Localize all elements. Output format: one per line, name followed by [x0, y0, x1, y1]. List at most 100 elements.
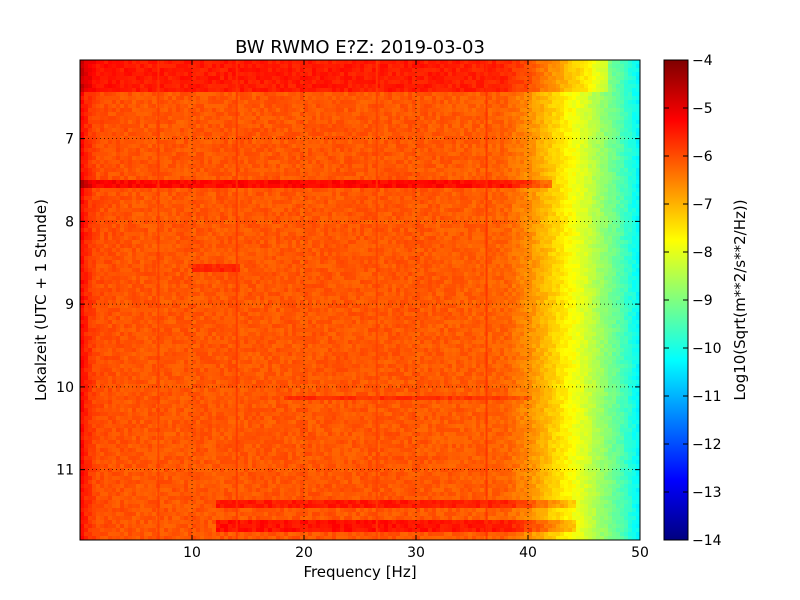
heatmap-cell: [236, 152, 241, 157]
heatmap-cell: [632, 80, 637, 85]
heatmap-cell: [124, 176, 129, 181]
heatmap-cell: [508, 152, 513, 157]
heatmap-cell: [576, 140, 581, 145]
heatmap-cell: [200, 196, 205, 201]
heatmap-cell: [276, 132, 281, 137]
heatmap-cell: [232, 96, 237, 101]
heatmap-cell: [124, 132, 129, 137]
heatmap-cell: [344, 132, 349, 137]
heatmap-cell: [120, 132, 125, 137]
heatmap-cell: [132, 116, 137, 121]
heatmap-cell: [364, 180, 369, 185]
heatmap-cell: [168, 84, 173, 89]
heatmap-cell: [244, 84, 249, 89]
heatmap-cell: [584, 136, 589, 141]
heatmap-cell: [144, 112, 149, 117]
heatmap-cell: [512, 80, 517, 85]
heatmap-cell: [564, 96, 569, 101]
heatmap-cell: [140, 188, 145, 193]
heatmap-cell: [336, 124, 341, 129]
heatmap-cell: [596, 196, 601, 201]
heatmap-cell: [240, 128, 245, 133]
heatmap-cell: [312, 124, 317, 129]
heatmap-cell: [448, 136, 453, 141]
heatmap-cell: [372, 100, 377, 105]
heatmap-cell: [512, 100, 517, 105]
heatmap-cell: [524, 160, 529, 165]
heatmap-cell: [180, 136, 185, 141]
heatmap-cell: [628, 120, 633, 125]
heatmap-cell: [504, 88, 509, 93]
heatmap-cell: [576, 180, 581, 185]
heatmap-cell: [288, 200, 293, 205]
heatmap-cell: [572, 184, 577, 189]
heatmap-cell: [232, 112, 237, 117]
heatmap-cell: [512, 64, 517, 69]
heatmap-cell: [540, 196, 545, 201]
heatmap-cell: [584, 108, 589, 113]
heatmap-cell: [252, 188, 257, 193]
heatmap-cell: [116, 132, 121, 137]
heatmap-cell: [164, 80, 169, 85]
heatmap-cell: [536, 112, 541, 117]
heatmap-cell: [408, 72, 413, 77]
heatmap-cell: [168, 180, 173, 185]
heatmap-cell: [100, 88, 105, 93]
heatmap-cell: [352, 128, 357, 133]
heatmap-cell: [108, 96, 113, 101]
heatmap-cell: [112, 84, 117, 89]
heatmap-cell: [184, 80, 189, 85]
heatmap-cell: [332, 84, 337, 89]
heatmap-cell: [408, 92, 413, 97]
heatmap-cell: [564, 172, 569, 177]
heatmap-cell: [436, 72, 441, 77]
heatmap-cell: [488, 152, 493, 157]
heatmap-cell: [164, 140, 169, 145]
heatmap-cell: [324, 180, 329, 185]
heatmap-cell: [428, 200, 433, 205]
heatmap-cell: [524, 144, 529, 149]
heatmap-cell: [132, 124, 137, 129]
heatmap-cell: [576, 96, 581, 101]
heatmap-cell: [416, 108, 421, 113]
heatmap-cell: [192, 136, 197, 141]
heatmap-cell: [348, 96, 353, 101]
heatmap-cell: [196, 92, 201, 97]
heatmap-cell: [376, 104, 381, 109]
heatmap-cell: [624, 108, 629, 113]
heatmap-cell: [96, 148, 101, 153]
heatmap-cell: [288, 188, 293, 193]
heatmap-cell: [592, 64, 597, 69]
heatmap-cell: [588, 128, 593, 133]
heatmap-cell: [272, 148, 277, 153]
heatmap-cell: [280, 112, 285, 117]
heatmap-cell: [392, 168, 397, 173]
heatmap-cell: [128, 84, 133, 89]
heatmap-cell: [636, 172, 640, 177]
heatmap-cell: [432, 184, 437, 189]
heatmap-cell: [436, 124, 441, 129]
heatmap-cell: [204, 68, 209, 73]
heatmap-cell: [632, 164, 637, 169]
heatmap-cell: [84, 188, 89, 193]
heatmap-cell: [632, 64, 637, 69]
heatmap-cell: [380, 200, 385, 205]
heatmap-cell: [116, 84, 121, 89]
heatmap-cell: [496, 80, 501, 85]
heatmap-cell: [524, 124, 529, 129]
heatmap-cell: [592, 120, 597, 125]
heatmap-cell: [164, 76, 169, 81]
heatmap-cell: [236, 136, 241, 141]
heatmap-cell: [496, 136, 501, 141]
heatmap-cell: [308, 72, 313, 77]
heatmap-cell: [612, 120, 617, 125]
heatmap-cell: [200, 172, 205, 177]
heatmap-cell: [116, 128, 121, 133]
heatmap-cell: [348, 176, 353, 181]
heatmap-cell: [80, 164, 85, 169]
heatmap-cell: [344, 192, 349, 197]
heatmap-cell: [304, 200, 309, 205]
heatmap-cell: [568, 120, 573, 125]
heatmap-cell: [336, 136, 341, 141]
heatmap-cell: [632, 160, 637, 165]
